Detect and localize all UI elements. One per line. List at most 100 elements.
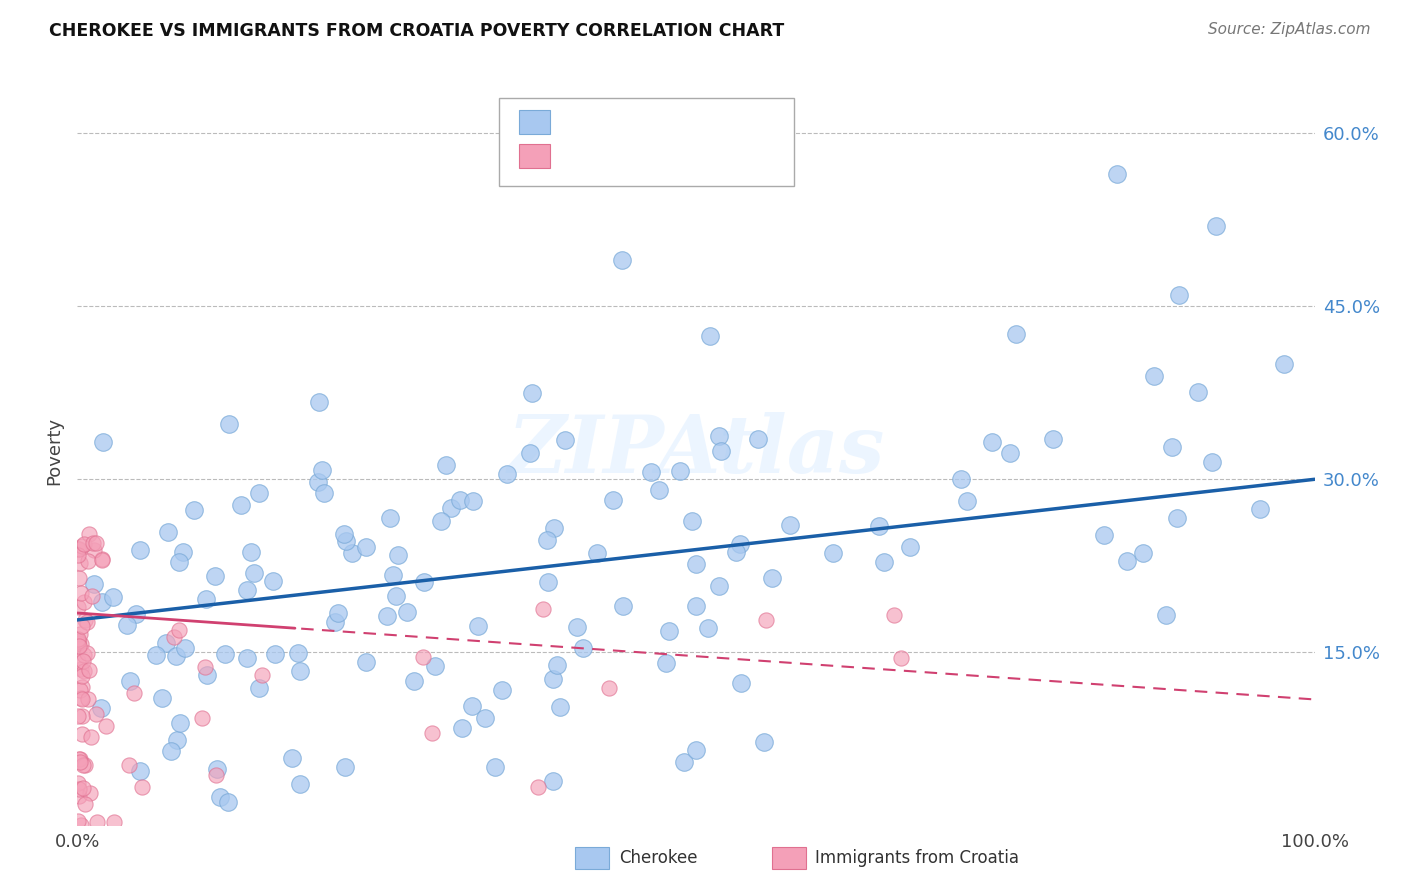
Point	[67, 571, 90, 585]
Point	[554, 433, 576, 447]
Point	[354, 540, 377, 554]
Point	[699, 328, 721, 343]
Point	[86, 814, 108, 829]
Point	[103, 815, 125, 830]
Point	[262, 574, 284, 588]
Point	[434, 458, 457, 472]
Point	[195, 668, 218, 682]
Point	[67, 814, 90, 828]
Point	[66, 776, 89, 790]
Text: 0.341: 0.341	[602, 113, 658, 131]
Point	[375, 608, 398, 623]
Point	[67, 639, 90, 653]
Point	[73, 595, 96, 609]
Point	[229, 499, 252, 513]
Point	[730, 676, 752, 690]
Point	[217, 795, 239, 809]
Point	[697, 621, 720, 635]
Point	[73, 797, 96, 811]
Point	[166, 732, 188, 747]
Point	[883, 607, 905, 622]
Point	[70, 817, 93, 831]
Point	[194, 592, 217, 607]
Point	[66, 600, 89, 615]
Point	[950, 472, 973, 486]
Point	[724, 545, 747, 559]
Point	[385, 589, 408, 603]
Point	[537, 575, 560, 590]
Point	[412, 649, 434, 664]
Point	[72, 709, 94, 723]
Point	[980, 435, 1002, 450]
Point	[543, 521, 565, 535]
Text: R =: R =	[560, 147, 599, 165]
Text: CHEROKEE VS IMMIGRANTS FROM CROATIA POVERTY CORRELATION CHART: CHEROKEE VS IMMIGRANTS FROM CROATIA POVE…	[49, 22, 785, 40]
Point	[548, 699, 571, 714]
Point	[73, 537, 96, 551]
Point	[1092, 528, 1115, 542]
Point	[1205, 219, 1227, 233]
Point	[610, 253, 633, 268]
Point	[572, 641, 595, 656]
Point	[243, 566, 266, 581]
Point	[159, 744, 181, 758]
Point	[67, 542, 90, 557]
Point	[520, 385, 543, 400]
Point	[165, 649, 187, 664]
Point	[118, 674, 141, 689]
Point	[77, 692, 100, 706]
Point	[66, 654, 89, 668]
Point	[70, 668, 93, 682]
Point	[420, 726, 443, 740]
Point	[72, 664, 94, 678]
Point	[70, 681, 93, 695]
Point	[387, 548, 409, 562]
Point	[648, 483, 671, 497]
Point	[335, 533, 357, 548]
Point	[73, 757, 96, 772]
Point	[1132, 546, 1154, 560]
Point	[308, 395, 330, 409]
Point	[77, 663, 100, 677]
Point	[76, 646, 98, 660]
Point	[668, 464, 690, 478]
Point	[69, 781, 91, 796]
Point	[567, 619, 589, 633]
Point	[585, 546, 607, 560]
Point	[1249, 502, 1271, 516]
Point	[602, 492, 624, 507]
Point	[640, 466, 662, 480]
Point	[536, 533, 558, 548]
Text: -0.016: -0.016	[602, 147, 666, 165]
Text: N =: N =	[665, 113, 704, 131]
Point	[204, 569, 226, 583]
Point	[80, 590, 103, 604]
Point	[208, 789, 231, 804]
Point	[495, 467, 517, 481]
Point	[1042, 432, 1064, 446]
Point	[150, 691, 173, 706]
Point	[1272, 357, 1295, 371]
Point	[66, 632, 89, 646]
Point	[956, 494, 979, 508]
Point	[157, 524, 180, 539]
Point	[429, 514, 451, 528]
Point	[395, 605, 418, 619]
Point	[67, 633, 90, 648]
Point	[84, 706, 107, 721]
Point	[69, 627, 91, 641]
Point	[898, 540, 921, 554]
Point	[172, 545, 194, 559]
Point	[1167, 288, 1189, 302]
Point	[681, 514, 703, 528]
Point	[207, 762, 229, 776]
Point	[145, 648, 167, 662]
Point	[118, 758, 141, 772]
Point	[440, 500, 463, 515]
Point	[707, 579, 730, 593]
Point	[194, 660, 217, 674]
Point	[672, 755, 695, 769]
Point	[67, 752, 90, 766]
Point	[169, 716, 191, 731]
Point	[710, 444, 733, 458]
